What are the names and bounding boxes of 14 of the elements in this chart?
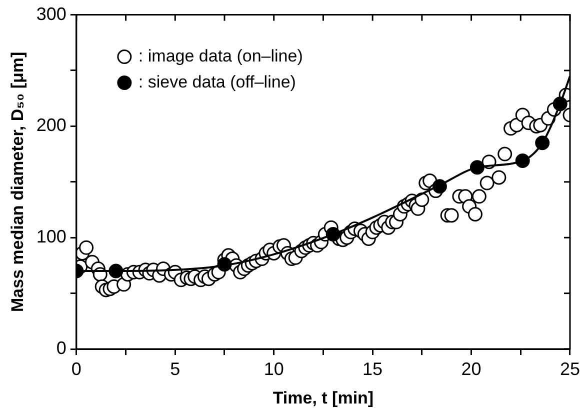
legend-label: : image data (on–line) <box>138 46 303 66</box>
y-tick-label: 100 <box>36 226 66 247</box>
x-tick-label: 5 <box>170 358 180 379</box>
x-tick-label: 20 <box>461 358 482 379</box>
x-tick-label: 0 <box>71 358 82 379</box>
x-tick-label: 10 <box>264 358 284 379</box>
y-tick-label: 0 <box>56 338 66 358</box>
legend-label: : sieve data (off–line) <box>138 72 296 92</box>
y-axis-title: Mass median diameter, D₅₀ [μm] <box>8 52 27 312</box>
x-tick-label: 15 <box>362 358 383 379</box>
y-tick-label: 300 <box>36 4 66 24</box>
x-axis-title: Time, t [min] <box>272 388 374 408</box>
y-tick-label: 200 <box>36 115 66 136</box>
x-tick-label: 25 <box>560 358 580 379</box>
